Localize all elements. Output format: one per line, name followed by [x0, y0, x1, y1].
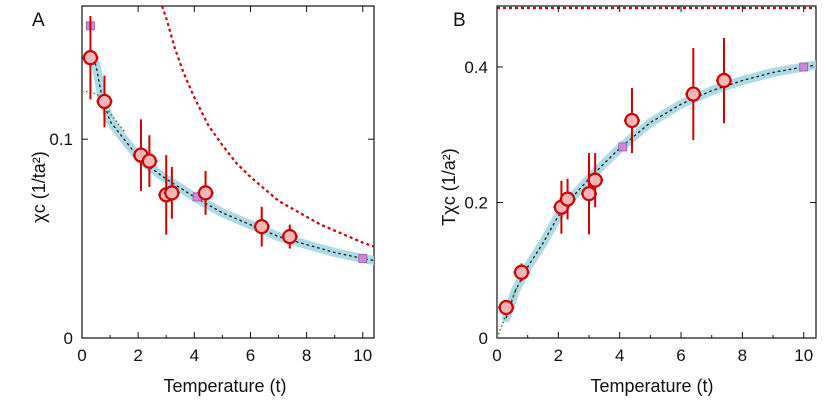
panel-b-data-point — [587, 172, 603, 188]
panel-b-x-tick-label: 2 — [554, 346, 563, 365]
panel-b-data-point — [581, 186, 597, 202]
panel-a-data-point — [96, 93, 113, 110]
panel-b-y-axis-label: Tχc (1/a²) — [439, 148, 459, 225]
panel-a-data-point — [282, 229, 298, 245]
panel-a-data-point — [197, 185, 214, 201]
panel-b-x-tick-label: 6 — [676, 346, 685, 365]
panel-a-red-dotted-curve — [160, 6, 374, 248]
panel-b-letter: B — [453, 10, 466, 31]
panel-a-data-point — [164, 185, 180, 201]
panel-a-letter: A — [32, 10, 45, 31]
panel-b-y-tick-label: 0.2 — [464, 193, 488, 212]
panel-b-data-point — [685, 86, 701, 102]
panel-b-square-marker — [618, 142, 628, 152]
panel-b-square-marker — [799, 62, 809, 72]
panel-b-y-tick-label: 0.4 — [464, 58, 488, 77]
panel-a-x-tick-label: 4 — [190, 346, 199, 365]
panel-b-x-axis-label: Temperature (t) — [590, 376, 713, 396]
panel-a-data-point — [254, 219, 270, 235]
panel-a-x-tick-label: 10 — [353, 346, 372, 365]
panel-a-x-tick-label: 8 — [302, 346, 311, 365]
panel-b-plot-area — [497, 6, 816, 338]
panel-b-data-point — [624, 112, 640, 129]
panel-a-plot-area — [82, 6, 374, 265]
panel-a-frame — [81, 5, 375, 339]
panel-a-data-point — [141, 153, 157, 169]
panel-b-y-tick-label: 0 — [479, 329, 488, 348]
panel-b-dotted-data-curve — [505, 64, 816, 319]
panel-a-x-axis-label: Temperature (t) — [163, 376, 286, 396]
panel-b-x-tick-label: 4 — [615, 346, 624, 365]
panel-b-x-tick-label: 0 — [492, 346, 501, 365]
panel-b-frame — [496, 5, 817, 339]
panel-b-data-point — [559, 191, 576, 207]
panel-b-x-tick-label: 8 — [738, 346, 747, 365]
panel-a-x-tick-label: 0 — [77, 346, 86, 365]
panel-a-plot: 0 2 4 6 8 10 0 0.1 — [49, 5, 375, 365]
panel-b-band-curve — [501, 60, 816, 323]
panel-a-y-tick-label: 0 — [64, 329, 73, 348]
panel-a-y-axis-label: χc (1/ta²) — [29, 151, 49, 222]
panel-a-data-point — [82, 50, 99, 66]
panel-b-data-point — [513, 264, 530, 280]
panel-a-x-tick-label: 2 — [133, 346, 142, 365]
panel-a-x-tick-label: 6 — [246, 346, 255, 365]
panel-b: B 0 2 4 6 8 10 0 0.2 0.4 Temperature (t) Tχc (1/… — [439, 5, 817, 396]
panel-a-y-tick-label: 0.1 — [49, 130, 73, 149]
panel-b-data-point — [498, 299, 514, 316]
panel-b-data-point — [716, 72, 732, 89]
panel-b-plot: 0 2 4 6 8 10 0 0.2 0.4 — [464, 5, 817, 365]
panel-a: A 0 2 4 6 8 10 0 0.1 Temperature (t) χc (1/ta²) — [29, 5, 375, 396]
panel-a-square-marker — [358, 254, 368, 263]
panel-b-x-tick-label: 10 — [794, 346, 813, 365]
